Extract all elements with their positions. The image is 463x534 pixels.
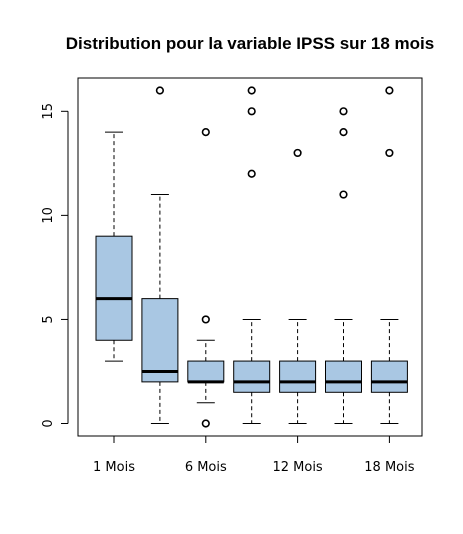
iqr-box — [325, 360, 362, 393]
outlier-point — [247, 169, 256, 178]
iqr-box — [95, 235, 133, 341]
boxes — [95, 86, 408, 428]
outlier-point — [293, 148, 302, 158]
x-axis: 1 Mois 6 Mois 12 Mois 18 Mois — [93, 435, 415, 475]
box-5 — [279, 148, 317, 425]
box-2 — [141, 86, 179, 425]
iqr-box — [141, 298, 179, 383]
box-7 — [370, 86, 408, 425]
iqr-box — [370, 360, 408, 393]
chart-title: Distribution pour la variable IPSS sur 1… — [66, 34, 434, 53]
outlier-point — [201, 315, 210, 324]
box-6 — [325, 107, 362, 425]
box-1 — [95, 131, 133, 362]
outlier-point — [339, 190, 348, 199]
outlier-point — [385, 148, 394, 158]
y-tick-label-3: 15 — [41, 103, 56, 120]
box-4 — [233, 86, 271, 425]
outlier-point — [247, 86, 256, 95]
outlier-point — [339, 128, 348, 137]
y-tick-label-0: 0 — [41, 419, 56, 427]
outlier-point — [247, 107, 256, 116]
y-tick-label-2: 10 — [41, 207, 56, 224]
iqr-box — [233, 360, 271, 393]
y-axis: 0 5 10 15 — [41, 103, 69, 428]
outlier-point — [201, 419, 210, 428]
outlier-point — [201, 128, 210, 137]
iqr-box — [279, 360, 317, 393]
x-tick-label-2: 12 Mois — [272, 460, 322, 475]
y-tick-label-1: 5 — [41, 315, 56, 323]
outlier-point — [385, 86, 394, 95]
box-3 — [187, 128, 225, 428]
x-tick-label-0: 1 Mois — [93, 460, 135, 475]
x-tick-label-3: 18 Mois — [364, 460, 414, 475]
outlier-point — [155, 86, 164, 95]
x-tick-label-1: 6 Mois — [185, 460, 227, 475]
outlier-point — [339, 107, 348, 116]
iqr-box — [187, 360, 225, 383]
